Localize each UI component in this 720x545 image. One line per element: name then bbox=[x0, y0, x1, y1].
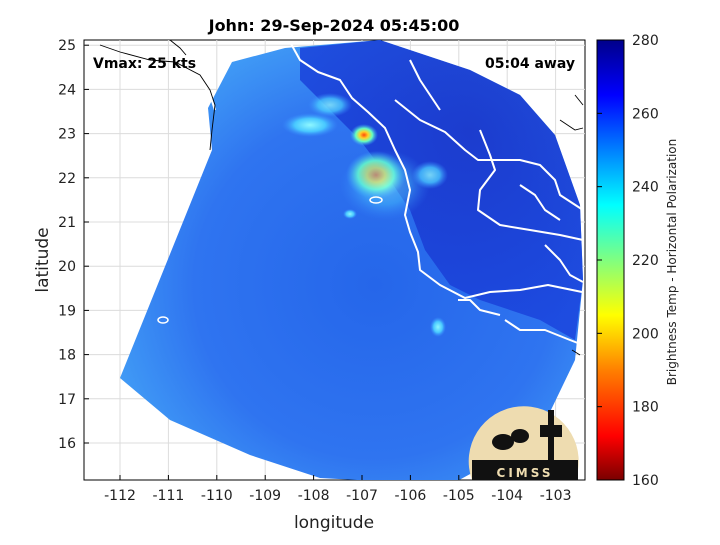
storm-core-north bbox=[350, 124, 378, 146]
x-axis-label: longitude bbox=[294, 513, 374, 533]
colorbar-tick-label: 180 bbox=[632, 400, 659, 416]
away-label: 05:04 away bbox=[485, 56, 575, 72]
colorbar-tick-label: 280 bbox=[632, 33, 659, 49]
colorbar-tick-label: 160 bbox=[632, 473, 659, 489]
colorbar-tick-label: 200 bbox=[632, 326, 659, 342]
warm-cloud-small bbox=[343, 209, 357, 219]
warm-cloud-north bbox=[308, 93, 352, 117]
vmax-label: Vmax: 25 kts bbox=[93, 56, 196, 72]
storm-halo bbox=[340, 150, 430, 220]
y-tick-label: 24 bbox=[58, 82, 76, 98]
cimss-logo: CIMSS bbox=[468, 406, 579, 480]
island-marias bbox=[369, 196, 383, 204]
y-tick-label: 20 bbox=[58, 259, 76, 275]
x-tick-label: -112 bbox=[104, 488, 136, 504]
y-axis-label: latitude bbox=[33, 227, 53, 292]
x-tick-label: -105 bbox=[443, 488, 475, 504]
chart-title: John: 29-Sep-2024 05:45:00 bbox=[208, 16, 460, 35]
colorbar-tick-label: 220 bbox=[632, 253, 659, 269]
colorbar-tick-label: 240 bbox=[632, 180, 659, 196]
x-tick-label: -108 bbox=[298, 488, 330, 504]
cimss-logo-text: CIMSS bbox=[497, 466, 554, 480]
y-tick-label: 22 bbox=[58, 171, 76, 187]
colorbar-tick-label: 260 bbox=[632, 106, 659, 122]
colorbar-ticks: 160 180 200 220 240 260 280 bbox=[597, 33, 659, 489]
y-tick-label: 16 bbox=[58, 436, 76, 452]
y-tick-label: 23 bbox=[58, 127, 76, 143]
x-tick-label: -106 bbox=[395, 488, 427, 504]
island-socorro bbox=[157, 316, 169, 324]
x-tick-label: -111 bbox=[153, 488, 185, 504]
warm-cloud-band bbox=[282, 113, 338, 137]
y-tick-label: 18 bbox=[58, 348, 76, 364]
y-tick-label: 19 bbox=[58, 303, 76, 319]
coastlines bbox=[189, 41, 584, 346]
x-tick-label: -110 bbox=[201, 488, 233, 504]
x-tick-label: -109 bbox=[249, 488, 281, 504]
y-tick-label: 17 bbox=[58, 392, 76, 408]
y-axis: 16 17 18 19 20 21 22 23 24 25 bbox=[58, 38, 89, 452]
warm-cloud-south bbox=[430, 317, 446, 337]
coastlines-black bbox=[99, 40, 584, 356]
y-tick-label: 21 bbox=[58, 215, 76, 231]
x-axis: -112 -111 -110 -109 -108 -107 -106 -105 -104 -103 bbox=[104, 475, 571, 504]
x-tick-label: -103 bbox=[540, 488, 572, 504]
x-tick-label: -107 bbox=[346, 488, 378, 504]
colorbar-label: Brightness Temp - Horizontal Polarizatio… bbox=[665, 139, 679, 386]
x-tick-label: -104 bbox=[491, 488, 523, 504]
y-tick-label: 25 bbox=[58, 38, 76, 54]
